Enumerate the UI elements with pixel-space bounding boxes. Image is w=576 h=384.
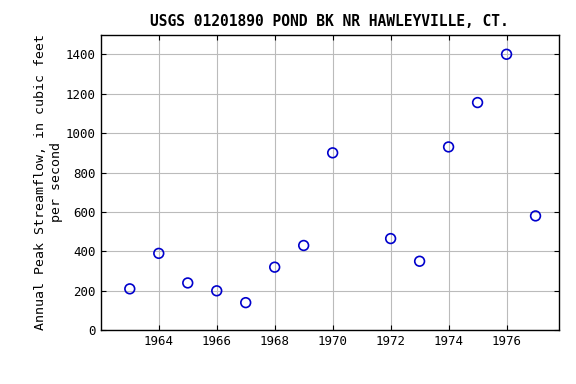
Point	[415, 258, 424, 264]
Point	[502, 51, 511, 57]
Point	[473, 99, 482, 106]
Title: USGS 01201890 POND BK NR HAWLEYVILLE, CT.: USGS 01201890 POND BK NR HAWLEYVILLE, CT…	[150, 14, 509, 29]
Point	[270, 264, 279, 270]
Y-axis label: Annual Peak Streamflow, in cubic feet
per second: Annual Peak Streamflow, in cubic feet pe…	[34, 35, 63, 330]
Point	[241, 300, 251, 306]
Point	[212, 288, 221, 294]
Point	[125, 286, 134, 292]
Point	[444, 144, 453, 150]
Point	[154, 250, 164, 257]
Point	[183, 280, 192, 286]
Point	[386, 235, 395, 242]
Point	[299, 242, 308, 248]
Point	[531, 213, 540, 219]
Point	[328, 150, 338, 156]
